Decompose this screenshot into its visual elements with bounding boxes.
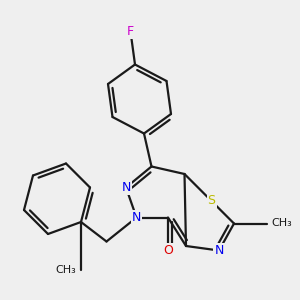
Text: CH₃: CH₃ xyxy=(56,265,76,275)
Text: CH₃: CH₃ xyxy=(272,218,292,229)
Text: S: S xyxy=(208,194,215,208)
Text: N: N xyxy=(132,211,141,224)
Text: N: N xyxy=(214,244,224,257)
Text: F: F xyxy=(127,25,134,38)
Text: N: N xyxy=(121,181,131,194)
Text: O: O xyxy=(163,244,173,257)
